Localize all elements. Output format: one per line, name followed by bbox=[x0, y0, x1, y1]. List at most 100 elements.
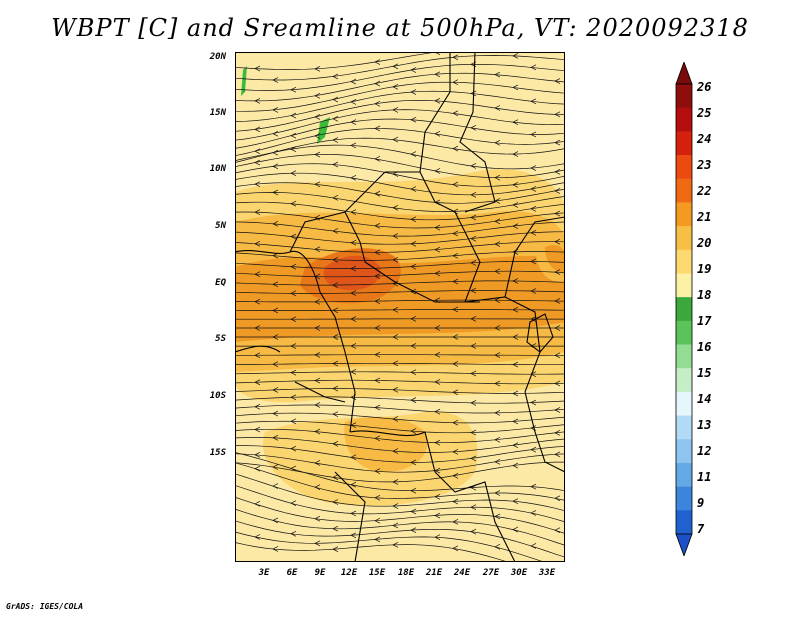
stream-arrow bbox=[332, 525, 339, 532]
stream-arrow bbox=[410, 343, 417, 349]
streamline-23 bbox=[235, 261, 565, 269]
footer-credit: GrADS: IGES/COLA bbox=[6, 602, 84, 611]
border-line-6 bbox=[349, 430, 436, 473]
stream-arrow bbox=[470, 316, 477, 322]
streamline-53 bbox=[235, 520, 565, 558]
streamline-2 bbox=[235, 63, 565, 91]
stream-arrow bbox=[254, 65, 261, 72]
stream-arrow bbox=[314, 484, 321, 490]
stream-arrow bbox=[410, 89, 417, 95]
stream-arrow bbox=[410, 508, 417, 515]
lon-label-24e: 24E bbox=[453, 568, 471, 578]
stream-arrow bbox=[392, 503, 399, 509]
stream-arrow bbox=[272, 483, 279, 489]
stream-arrow bbox=[530, 483, 537, 490]
stream-arrow bbox=[392, 522, 399, 529]
stream-arrow bbox=[470, 90, 477, 97]
map-frame bbox=[235, 52, 565, 562]
colorbar-label-12: 12 bbox=[697, 444, 712, 458]
stream-arrow bbox=[554, 169, 561, 175]
stream-arrow bbox=[290, 200, 297, 207]
lat-label-15s: 15S bbox=[209, 448, 226, 458]
stream-arrow bbox=[272, 464, 279, 470]
stream-arrow bbox=[290, 233, 297, 240]
stream-arrow bbox=[470, 504, 477, 511]
stream-arrow bbox=[350, 265, 357, 272]
stream-arrow bbox=[554, 269, 561, 275]
streamline-44 bbox=[235, 445, 565, 463]
stream-arrow bbox=[332, 256, 339, 263]
stream-arrow bbox=[254, 379, 261, 386]
colorbar-segment bbox=[676, 320, 692, 345]
wbpt-fill-layer bbox=[235, 52, 565, 562]
stream-arrow bbox=[434, 97, 441, 104]
stream-arrow bbox=[530, 165, 537, 171]
stream-arrow bbox=[434, 379, 441, 385]
streamline-27 bbox=[235, 299, 565, 303]
streamline-47 bbox=[235, 452, 565, 492]
streamline-36 bbox=[235, 379, 565, 385]
stream-arrow bbox=[332, 440, 339, 447]
stream-arrow bbox=[254, 209, 261, 215]
streamline-51 bbox=[235, 496, 565, 534]
lake-victoria bbox=[526, 313, 554, 353]
streamline-18 bbox=[235, 211, 565, 229]
stream-arrow bbox=[530, 446, 537, 453]
stream-arrow bbox=[470, 400, 477, 406]
stream-arrow bbox=[314, 181, 321, 188]
stream-arrow bbox=[332, 137, 339, 143]
stream-arrow bbox=[434, 325, 441, 331]
stream-arrow bbox=[434, 493, 441, 500]
stream-arrow bbox=[332, 307, 339, 314]
stream-arrow bbox=[314, 246, 321, 253]
colorbar-label-18: 18 bbox=[697, 288, 712, 302]
streamline-3 bbox=[235, 72, 565, 102]
stream-arrow bbox=[494, 241, 501, 247]
stream-arrow bbox=[494, 436, 501, 443]
colorbar-label-13: 13 bbox=[697, 418, 712, 432]
border-line-13 bbox=[459, 52, 496, 213]
stream-arrow bbox=[290, 394, 297, 401]
stream-arrow bbox=[554, 407, 561, 413]
stream-arrow bbox=[494, 490, 501, 496]
stream-arrow bbox=[332, 228, 339, 234]
stream-arrow bbox=[452, 419, 459, 426]
stream-arrow bbox=[374, 468, 381, 474]
stream-arrow bbox=[332, 96, 339, 103]
stream-arrow bbox=[530, 258, 537, 265]
streamline-22 bbox=[235, 251, 565, 261]
stream-arrow bbox=[254, 352, 261, 359]
stream-arrow bbox=[530, 186, 537, 192]
stream-arrow bbox=[452, 278, 459, 285]
border-line-3 bbox=[419, 171, 481, 303]
streamline-35 bbox=[235, 371, 565, 375]
stream-arrow bbox=[314, 66, 321, 72]
streamline-19 bbox=[235, 221, 565, 237]
stream-arrow bbox=[374, 156, 381, 162]
fill-region-4 bbox=[323, 255, 381, 291]
fill-green-edge bbox=[241, 66, 247, 96]
stream-arrow bbox=[530, 316, 537, 322]
colorbar-label-26: 26 bbox=[697, 80, 712, 94]
streamline-1 bbox=[235, 55, 565, 81]
stream-arrow bbox=[374, 517, 381, 524]
colorbar-arrow-bottom bbox=[675, 533, 693, 556]
stream-arrow bbox=[272, 163, 279, 170]
stream-arrow bbox=[314, 133, 321, 139]
stream-arrow bbox=[530, 543, 537, 549]
map-canvas bbox=[235, 52, 565, 562]
streamline-10 bbox=[235, 137, 565, 163]
stream-arrow bbox=[254, 534, 261, 540]
stream-arrow bbox=[290, 316, 297, 323]
border-line-7 bbox=[434, 471, 516, 562]
lat-label-eq: EQ bbox=[215, 278, 226, 288]
stream-arrow bbox=[470, 287, 477, 294]
stream-arrow bbox=[494, 297, 501, 303]
stream-arrow bbox=[290, 263, 297, 270]
colorbar-segment bbox=[676, 84, 692, 108]
stream-arrow bbox=[374, 249, 381, 256]
stream-arrow bbox=[332, 161, 339, 168]
stream-arrow bbox=[452, 79, 459, 86]
stream-arrow bbox=[254, 325, 261, 331]
streamline-45 bbox=[235, 453, 565, 473]
